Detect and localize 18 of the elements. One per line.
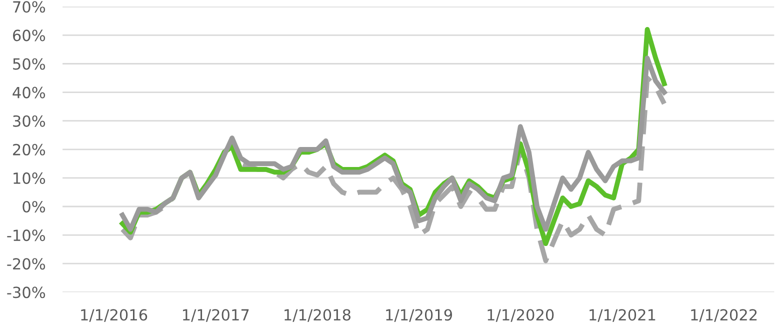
y-tick-label: 0%	[22, 200, 46, 213]
y-tick-label: 30%	[13, 115, 46, 127]
x-tick-label: 1/1/2016	[81, 309, 148, 322]
y-tick-label: -20%	[7, 258, 46, 270]
x-tick-label: 1/1/2022	[691, 309, 757, 322]
y-tick-label: -10%	[7, 230, 46, 242]
x-tick-label: 1/1/2019	[386, 309, 452, 322]
x-tick-label: 1/1/2021	[590, 309, 656, 322]
x-tick-label: 1/1/2020	[488, 309, 554, 322]
y-tick-label: 40%	[12, 86, 46, 98]
y-tick-label: 10%	[14, 172, 46, 184]
y-tick-label: 60%	[13, 30, 46, 42]
x-tick-label: 1/1/2017	[182, 309, 249, 322]
x-tick-label: 1/1/2018	[284, 309, 350, 322]
y-tick-label: -30%	[7, 286, 46, 298]
y-tick-label: 70%	[13, 1, 46, 13]
y-tick-label: 20%	[13, 144, 46, 156]
y-tick-label: 50%	[13, 58, 46, 70]
